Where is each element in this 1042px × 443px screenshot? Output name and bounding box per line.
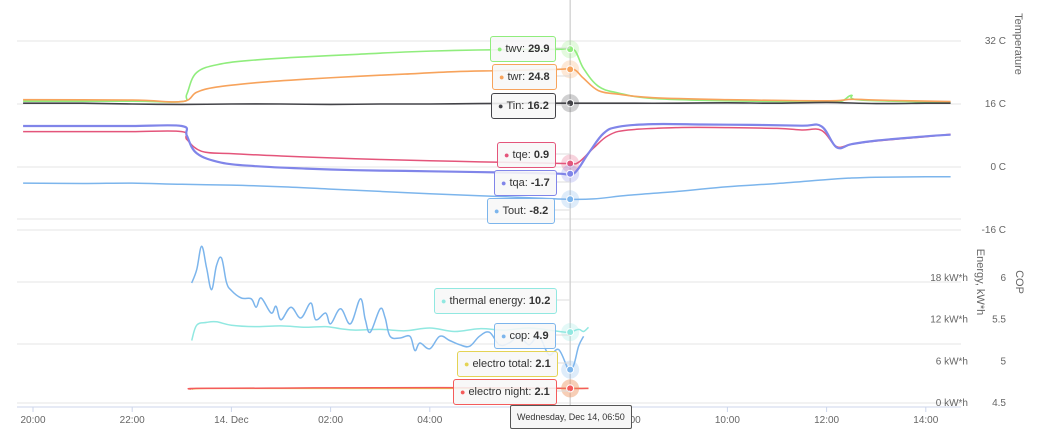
tooltip-label: thermal energy: [449,295,529,307]
energy-tick-label: 0 kW*h [936,398,968,409]
tooltip-label: Tout: [502,205,530,217]
tooltip-value: 10.2 [528,295,551,307]
tooltip-label: electro total: [472,358,536,370]
tooltip-label: tqe: [512,149,534,161]
energy-tick-label: 12 kW*h [930,315,968,326]
tooltip-label: cop: [509,330,534,342]
temperature-tick-label: 32 C [985,36,1006,47]
hover-marker-electro-night [566,384,575,393]
x-tick-label: 02:00 [318,415,343,426]
tooltip-thermal-energy: ● thermal energy: 10.2 [434,288,558,314]
hover-marker-tqa [566,169,575,178]
tooltip-dot-icon: ● [499,72,505,82]
crosshair-x-label: Wednesday, Dec 14, 06:50 [510,405,632,429]
tooltip-dot-icon: ● [501,178,507,188]
x-tick-label: 10:00 [715,415,740,426]
energy-tick-label: 18 kW*h [930,273,968,284]
tooltip-dot-icon: ● [497,44,503,54]
tooltip-tqe: ● tqe: 0.9 [497,142,557,168]
tooltip-electro-night: ● electro night: 2.1 [453,379,557,405]
tooltip-value: 16.2 [527,100,549,112]
tooltip-value: 2.1 [534,386,550,398]
tooltip-cop: ● cop: 4.9 [494,323,556,349]
hover-marker-Tin [566,99,575,108]
energy-axis-title: Energy, kW*h [974,249,986,315]
hover-marker-thermal-energy [566,328,575,337]
series-line-Tout [23,176,951,201]
tooltip-twr: ● twr: 24.8 [492,64,557,90]
tooltip-label: Tin: [506,100,528,112]
tooltip-Tout: ● Tout: -8.2 [487,198,556,224]
x-tick-label: 12:00 [814,415,839,426]
cop-tick-label: 5 [1000,356,1006,367]
hover-marker-cop [566,365,575,374]
hover-marker-Tout [566,195,575,204]
cop-axis-title: COP [1013,270,1025,294]
tooltip-dot-icon: ● [464,359,470,369]
series-line-thermal-energy [190,320,590,341]
series-line-tqe [23,126,951,165]
temperature-tick-label: 0 C [990,162,1006,173]
tooltip-tqa: ● tqa: -1.7 [494,170,557,196]
tooltip-value: 29.9 [528,43,550,55]
x-tick-label: 20:00 [20,415,45,426]
tooltip-dot-icon: ● [494,206,500,216]
tooltip-electro-total: ● electro total: 2.1 [457,351,558,377]
tooltip-Tin: ● Tin: 16.2 [491,93,556,119]
tooltip-label: twr: [507,71,529,83]
cop-tick-label: 4.5 [992,398,1006,409]
tooltip-dot-icon: ● [441,296,447,306]
tooltip-value: -8.2 [529,205,549,217]
tooltip-twv: ● twv: 29.9 [490,36,557,62]
tooltip-label: tqa: [509,177,531,189]
hover-marker-tqe [566,159,575,168]
tooltip-value: 24.8 [528,71,550,83]
hover-marker-twr [566,65,575,74]
x-tick-label: 22:00 [120,415,145,426]
tooltip-value: 4.9 [533,330,549,342]
x-tick-label: 14:00 [913,415,938,426]
x-tick-label: 14. Dec [214,415,248,426]
tooltip-label: electro night: [468,386,535,398]
temperature-tick-label: 16 C [985,99,1006,110]
temperature-tick-label: -16 C [982,225,1006,236]
temperature-axis-title: Temperature [1012,13,1024,75]
cop-tick-label: 6 [1000,273,1006,284]
tooltip-value: 0.9 [533,149,550,161]
cop-tick-label: 5.5 [992,315,1006,326]
tooltip-dot-icon: ● [504,150,510,160]
series-line-twv [23,46,951,104]
x-tick-label: 04:00 [417,415,442,426]
tooltip-label: twv: [505,43,529,55]
series-line-twr [23,67,951,103]
tooltip-value: -1.7 [530,177,550,189]
hover-marker-twv [566,45,575,54]
energy-tick-label: 6 kW*h [936,356,968,367]
tooltip-value: 2.1 [535,358,551,370]
tooltip-dot-icon: ● [501,331,507,341]
tooltip-dot-icon: ● [460,387,466,397]
tooltip-dot-icon: ● [498,101,504,111]
